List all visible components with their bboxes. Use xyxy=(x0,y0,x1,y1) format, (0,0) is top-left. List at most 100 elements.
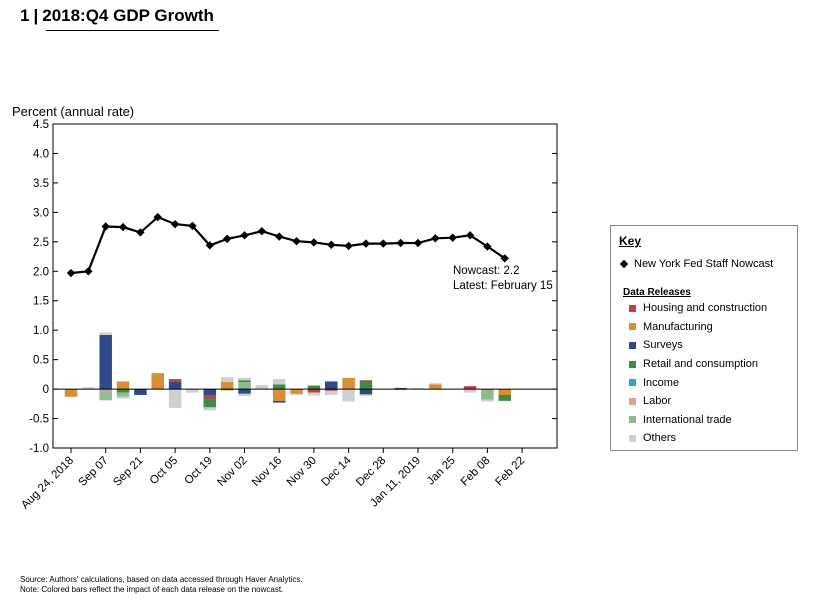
nowcast-point xyxy=(344,241,353,251)
x-tick-label: Dec 28 xyxy=(354,455,388,489)
impact-bar xyxy=(325,389,338,391)
y-tick-label: 3.0 xyxy=(33,207,49,219)
impact-bar xyxy=(359,382,373,390)
legend-item-label: Labor xyxy=(643,395,672,408)
y-tick-label: 2.0 xyxy=(33,266,49,278)
legend-swatch xyxy=(629,434,636,442)
x-tick-label: Nov 16 xyxy=(250,455,284,489)
nowcast-point xyxy=(413,238,423,248)
nowcast-point xyxy=(101,222,110,231)
impact-bar xyxy=(220,389,234,391)
legend-swatch xyxy=(629,360,636,368)
legend-category-list: Housing and construction Manufacturing Sur… xyxy=(629,299,767,448)
impact-bar xyxy=(116,392,130,397)
legend-item-label: Others xyxy=(643,432,677,445)
legend-item-label: Retail and consumption xyxy=(643,358,758,371)
impact-bar xyxy=(498,394,511,401)
impact-bar xyxy=(186,389,199,393)
nowcast-point xyxy=(257,227,267,236)
impact-bar xyxy=(325,381,338,390)
y-tick-label: 4.0 xyxy=(33,148,49,160)
nowcast-point xyxy=(500,254,509,263)
nowcast-point xyxy=(361,239,371,248)
impact-bar xyxy=(238,380,251,383)
impact-bar xyxy=(463,386,477,390)
impact-bar xyxy=(203,394,217,399)
x-tick-label: Nov 30 xyxy=(285,455,319,489)
legend-item: Housing and construction xyxy=(629,299,767,318)
legend-item-nowcast: New York Fed Staff Nowcast xyxy=(619,258,773,270)
x-tick-label: Feb 08 xyxy=(459,455,493,489)
x-tick-label: Nov 02 xyxy=(215,455,249,489)
nowcast-point xyxy=(448,233,457,242)
impact-bar xyxy=(168,379,182,383)
impact-bar xyxy=(134,389,147,395)
nowcast-point xyxy=(170,219,180,229)
impact-bar xyxy=(307,385,321,390)
nowcast-point xyxy=(292,237,301,246)
legend: Key New York Fed Staff Nowcast Data Rele… xyxy=(610,225,798,451)
impact-bar xyxy=(272,384,286,390)
y-axis-label: Percent (annual rate) xyxy=(12,104,135,119)
impact-bar xyxy=(342,397,355,402)
nowcast-point xyxy=(136,228,145,237)
impact-bar xyxy=(359,389,373,395)
impact-bar xyxy=(168,382,182,390)
impact-bar xyxy=(394,387,407,390)
plot-frame xyxy=(52,123,558,449)
impact-bar xyxy=(290,393,303,395)
y-tick-label: 2.5 xyxy=(33,237,49,249)
footer: Source: Authors' calculations, based on … xyxy=(20,575,303,595)
impact-bar xyxy=(255,384,269,390)
impact-bar xyxy=(116,381,130,390)
x-tick-label: Jan 25 xyxy=(425,455,458,488)
nowcast-point xyxy=(327,240,336,249)
legend-item: Income xyxy=(629,373,767,392)
impact-bar xyxy=(99,334,112,390)
impact-bar xyxy=(463,389,477,393)
impact-bar xyxy=(116,389,130,393)
nowcast-point xyxy=(465,231,475,240)
legend-item: International trade xyxy=(629,411,767,430)
impact-bar xyxy=(394,389,407,391)
diamond-marker-icon xyxy=(619,259,629,269)
impact-bar xyxy=(238,377,251,381)
impact-bar xyxy=(272,379,286,385)
nowcast-point xyxy=(309,238,319,247)
legend-data-releases-title: Data Releases xyxy=(623,287,691,298)
nowcast-point xyxy=(205,241,214,250)
y-tick-label: -0.5 xyxy=(29,414,49,426)
x-tick-label: Dec 14 xyxy=(319,454,354,489)
impact-bar xyxy=(429,384,442,390)
impact-bar xyxy=(99,389,112,392)
impact-bar xyxy=(168,389,182,401)
legend-item: Labor xyxy=(629,392,767,411)
nowcast-point xyxy=(118,222,128,232)
impact-bar xyxy=(307,389,321,393)
impact-bar xyxy=(238,382,251,390)
nowcast-point xyxy=(188,221,197,231)
y-tick-label: 0.5 xyxy=(33,355,49,367)
legend-item: Surveys xyxy=(629,336,767,355)
y-tick-label: 1.5 xyxy=(33,296,49,308)
nowcast-point xyxy=(222,234,232,244)
chart-header: 1 | 2018:Q4 GDP Growth xyxy=(20,6,220,26)
impact-bar xyxy=(99,332,112,335)
x-tick-label: Oct 19 xyxy=(182,455,214,487)
impact-bar xyxy=(64,389,78,397)
impact-bar xyxy=(220,382,234,390)
nowcast-point xyxy=(396,238,405,248)
footnote: Note: Colored bars reflect the impact of… xyxy=(20,585,284,594)
legend-item-label: International trade xyxy=(643,413,732,426)
impact-bar xyxy=(99,391,112,401)
x-tick-label: Sep 21 xyxy=(111,455,145,489)
impact-bar xyxy=(238,393,251,397)
legend-swatch xyxy=(629,397,636,405)
nowcast-point xyxy=(153,212,162,222)
legend-item: Others xyxy=(629,429,767,448)
legend-swatch xyxy=(629,341,636,349)
nowcast-point xyxy=(84,267,93,276)
impact-bar xyxy=(238,389,251,394)
y-tick-label: 3.5 xyxy=(33,178,49,190)
